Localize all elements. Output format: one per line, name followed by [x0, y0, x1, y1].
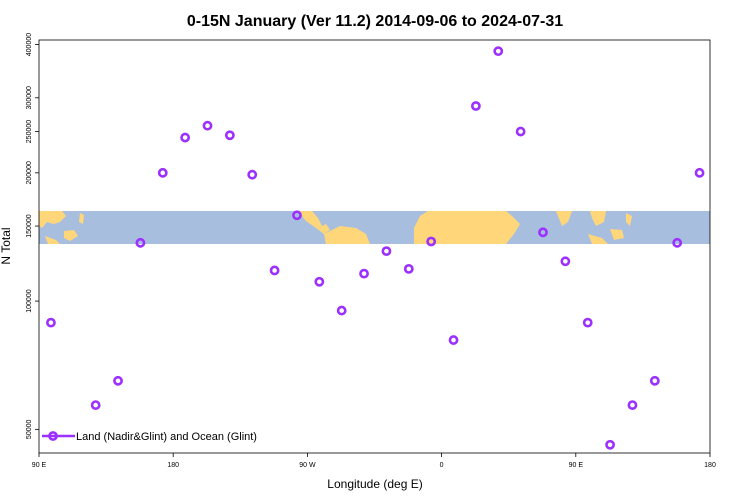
x-tick-label: 90 E — [569, 462, 584, 469]
data-point — [90, 400, 101, 411]
map-land-india — [556, 211, 572, 226]
data-point — [381, 246, 392, 257]
x-tick-label: 0 — [440, 462, 444, 469]
chart-title: 0-15N January (Ver 11.2) 2014-09-06 to 2… — [187, 13, 563, 30]
y-tick-label: 250000 — [26, 120, 33, 143]
data-point — [135, 237, 146, 248]
map-land-south-america — [324, 226, 370, 244]
map-land-philippines-right — [626, 213, 632, 226]
map-land-sumatra — [45, 236, 60, 244]
data-point — [292, 210, 302, 221]
x-axis-label: Longitude (deg E) — [327, 477, 422, 491]
map-land-sumatra-right — [588, 234, 608, 244]
x-axis: 90 E 180 90 W 0 90 E 180 — [32, 453, 716, 469]
map-land-arabia — [452, 211, 466, 218]
data-point — [314, 276, 325, 287]
data-point — [180, 132, 191, 143]
data-point — [627, 400, 638, 411]
data-point — [157, 167, 168, 178]
data-point — [426, 236, 437, 247]
y-tick-label: 100000 — [26, 289, 33, 312]
y-tick-label: 200000 — [26, 161, 33, 184]
map-land — [39, 211, 632, 244]
x-tick-label: 90 E — [32, 462, 47, 469]
map-land-borneo — [64, 230, 78, 241]
legend: Land (Nadir&Glint) and Ocean (Glint) — [42, 431, 257, 443]
map-land-asia — [39, 211, 66, 228]
data-point — [493, 46, 504, 57]
data-point — [224, 130, 235, 141]
series-points — [46, 46, 705, 450]
y-tick-label: 300000 — [26, 86, 33, 109]
legend-swatch-marker — [48, 431, 58, 441]
y-tick-label: 400000 — [26, 33, 33, 56]
data-point — [470, 101, 481, 111]
data-point — [515, 126, 526, 137]
x-tick-label: 180 — [167, 462, 179, 469]
data-point — [359, 268, 369, 279]
map-land-africa — [414, 211, 520, 244]
x-tick-label: 90 W — [299, 462, 316, 469]
data-point — [247, 169, 258, 180]
data-point — [694, 167, 705, 178]
data-point — [269, 265, 280, 276]
y-tick-label: 150000 — [26, 214, 33, 237]
plot-frame — [38, 39, 711, 454]
data-point — [560, 256, 571, 267]
y-tick-label: 50000 — [26, 420, 33, 440]
data-point — [649, 375, 660, 386]
y-axis: 50000 100000 150000 200000 250000 300000 40000… — [26, 33, 39, 439]
data-point — [582, 317, 593, 328]
data-point — [403, 263, 414, 274]
map-land-central-america — [298, 211, 330, 234]
data-point — [202, 120, 213, 131]
x-tick-label: 180 — [704, 462, 716, 469]
map-land-borneo-right — [610, 229, 624, 240]
data-point — [46, 317, 56, 328]
data-point — [448, 335, 459, 345]
data-point — [672, 237, 683, 248]
map-land-indochina — [590, 211, 606, 226]
data-point — [336, 305, 347, 316]
map-land-philippines — [79, 213, 84, 224]
data-point — [538, 227, 548, 238]
y-axis-label: N Total — [0, 227, 13, 264]
data-point — [605, 439, 615, 450]
legend-label: Land (Nadir&Glint) and Ocean (Glint) — [76, 431, 257, 443]
data-point — [113, 375, 123, 386]
map-band — [39, 211, 710, 244]
